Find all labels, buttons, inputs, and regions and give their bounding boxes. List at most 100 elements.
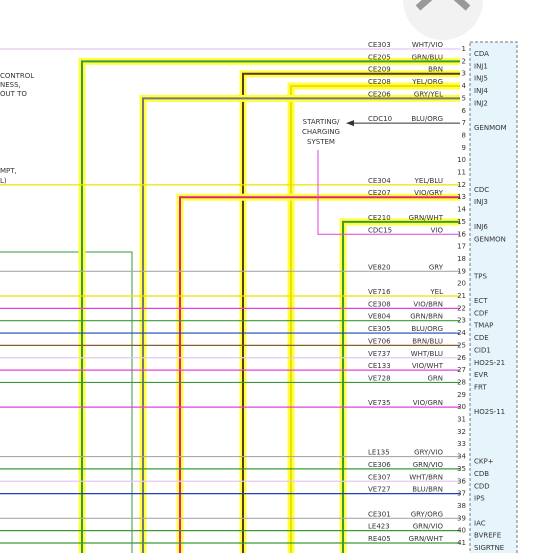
wire-color: GRN/BLU bbox=[412, 53, 443, 61]
note: L) bbox=[0, 177, 7, 185]
pin-number: 31 bbox=[457, 416, 466, 424]
pin-label: INJ2 bbox=[474, 99, 488, 107]
circuit-id: VE716 bbox=[368, 288, 391, 296]
wire-color: WHT/VIO bbox=[412, 41, 444, 49]
pin-label: FRT bbox=[474, 383, 487, 391]
wire-color: VIO/GRN bbox=[413, 399, 443, 407]
circuit-id: CDC10 bbox=[368, 115, 392, 123]
pin-number: 19 bbox=[457, 267, 466, 275]
circuit-id: VE728 bbox=[368, 374, 391, 382]
pin-label: CKP+ bbox=[474, 458, 494, 466]
pin-label: ECT bbox=[474, 297, 488, 305]
circuit-id: VE727 bbox=[368, 486, 391, 494]
pin-number: 37 bbox=[457, 490, 466, 498]
pin-number: 8 bbox=[462, 131, 466, 139]
wire-color: GRY bbox=[429, 263, 444, 271]
wire-color: VIO/BRN bbox=[413, 300, 443, 308]
wire bbox=[317, 150, 460, 235]
pin-label: INJ4 bbox=[474, 87, 488, 95]
pin-label: IAC bbox=[474, 519, 486, 527]
pin-number: 33 bbox=[457, 440, 466, 448]
circuit-id: CE209 bbox=[368, 66, 391, 74]
note: NESS, bbox=[0, 81, 21, 89]
pin-number: 30 bbox=[457, 403, 466, 411]
pin-number: 17 bbox=[457, 243, 466, 251]
pin-number: 39 bbox=[457, 514, 466, 522]
arrow bbox=[346, 120, 354, 127]
pin-label: BVREFE bbox=[474, 532, 501, 540]
pin-number: 27 bbox=[457, 366, 466, 374]
pin-number: 38 bbox=[457, 502, 466, 510]
system-label: SYSTEM bbox=[307, 138, 335, 146]
pin-label: INJ1 bbox=[474, 62, 488, 70]
wire-color: YEL/ORG bbox=[411, 78, 443, 86]
chevron bbox=[415, 0, 471, 11]
pin-number: 18 bbox=[457, 255, 466, 263]
pin-number: 21 bbox=[457, 292, 466, 300]
pin-number: 25 bbox=[457, 341, 466, 349]
circuit-id: CE303 bbox=[368, 41, 391, 49]
circuit-id: VE804 bbox=[368, 313, 391, 321]
wire-color: GRN/BRN bbox=[410, 313, 443, 321]
pin-number: 13 bbox=[457, 193, 466, 201]
circuit-id: VE735 bbox=[368, 399, 391, 407]
wire-color: YEL bbox=[429, 288, 443, 296]
wire bbox=[0, 251, 133, 553]
pin-label: CID1 bbox=[474, 346, 491, 354]
note: CONTROL bbox=[0, 72, 34, 80]
wire-color: GRY/YEL bbox=[414, 90, 443, 98]
pin-number: 10 bbox=[457, 156, 466, 164]
circuit-id: VE706 bbox=[368, 337, 391, 345]
wire-color: VIO/GRY bbox=[414, 189, 444, 197]
pin-number: 6 bbox=[462, 107, 467, 115]
system-label: STARTING/ bbox=[303, 118, 340, 126]
pin-label: INJ3 bbox=[474, 198, 488, 206]
pin-label: HO2S-11 bbox=[474, 408, 505, 416]
pin-label: EVR bbox=[474, 371, 488, 379]
pin-number: 35 bbox=[457, 465, 466, 473]
pin-number: 9 bbox=[462, 144, 466, 152]
wire bbox=[179, 196, 460, 553]
wire-color: WHT/BLU bbox=[411, 350, 443, 358]
wire bbox=[142, 97, 460, 553]
wire-color: VIO/WHT bbox=[412, 362, 444, 370]
circuit-id: CE210 bbox=[368, 214, 391, 222]
wire-color: BLU/ORG bbox=[411, 325, 443, 333]
scroll-button[interactable] bbox=[403, 0, 483, 40]
pin-label: CDA bbox=[474, 50, 489, 58]
wire-color: GRN/VIO bbox=[413, 461, 444, 469]
pin-label: TMAP bbox=[473, 322, 493, 330]
pin-number: 41 bbox=[457, 539, 466, 547]
pin-number: 36 bbox=[457, 477, 466, 485]
circuit-id: CE205 bbox=[368, 53, 391, 61]
pin-number: 34 bbox=[457, 453, 466, 461]
pin-number: 5 bbox=[462, 94, 466, 102]
pin-number: 1 bbox=[462, 45, 466, 53]
wire-color: GRN/WHT bbox=[409, 214, 444, 222]
wire-color: BRN bbox=[428, 66, 443, 74]
pin-label: IPS bbox=[474, 495, 485, 503]
pin-label: CDD bbox=[474, 482, 490, 490]
circuit-id: LE423 bbox=[368, 523, 390, 531]
pin-number: 20 bbox=[457, 280, 466, 288]
wire bbox=[290, 85, 460, 553]
pin-number: 2 bbox=[462, 57, 466, 65]
pin-number: 14 bbox=[457, 206, 466, 214]
circuit-id: RE405 bbox=[368, 535, 391, 543]
circuit-id: CDC15 bbox=[368, 226, 392, 234]
wire-highlight bbox=[78, 57, 460, 553]
wire-color: GRY/ORG bbox=[411, 510, 443, 518]
pin-number: 24 bbox=[457, 329, 466, 337]
wire-color: VIO bbox=[431, 226, 444, 234]
wire-color: GRY/VIO bbox=[414, 449, 443, 457]
circuit-id: VE820 bbox=[368, 263, 391, 271]
pin-number: 29 bbox=[457, 391, 466, 399]
pin-number: 23 bbox=[457, 317, 466, 325]
wire-highlight bbox=[176, 193, 460, 553]
wire bbox=[342, 220, 460, 553]
circuit-id: CE304 bbox=[368, 177, 391, 185]
circuit-id: VE737 bbox=[368, 350, 391, 358]
circuit-id: CE305 bbox=[368, 325, 391, 333]
connector bbox=[469, 41, 518, 553]
